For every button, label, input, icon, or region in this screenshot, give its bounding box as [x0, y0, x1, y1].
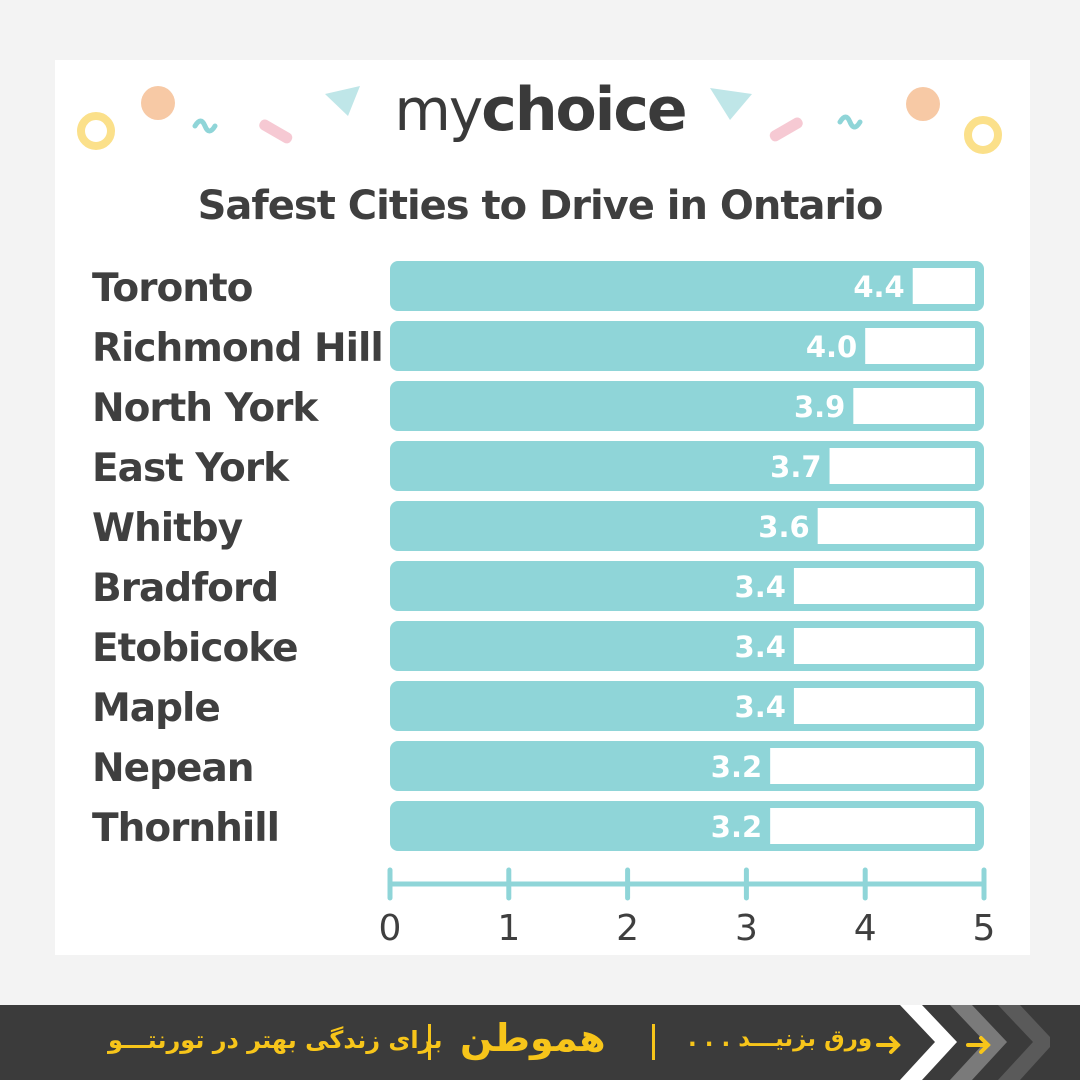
logo-part-choice: choice: [481, 75, 687, 145]
bar-value-label: 3.7: [770, 450, 821, 484]
bar-track: [390, 321, 984, 371]
bar-remainder: [793, 628, 975, 664]
category-label: Maple: [92, 686, 220, 731]
x-tick-label: 1: [497, 908, 520, 949]
bar-remainder: [770, 748, 975, 784]
category-label: Bradford: [92, 566, 278, 611]
bar-remainder: [853, 388, 975, 424]
bar-remainder: [829, 448, 975, 484]
logo-part-my: my: [394, 76, 483, 144]
bar-remainder: [793, 568, 975, 604]
bar-value-label: 3.6: [758, 510, 809, 544]
category-label: Thornhill: [92, 806, 279, 851]
x-tick-label: 0: [379, 908, 402, 949]
bar-remainder: [817, 508, 975, 544]
x-tick-label: 2: [616, 908, 639, 949]
x-tick-label: 4: [854, 908, 877, 949]
bar-track: [390, 381, 984, 431]
mychoice-logo: mychoice: [0, 75, 1080, 145]
bar-track: [390, 261, 984, 311]
chart-title: Safest Cities to Drive in Ontario: [197, 183, 884, 229]
footer-divider: [652, 1024, 655, 1060]
bar-remainder: [793, 688, 975, 724]
bar-value-label: 4.4: [853, 270, 904, 304]
bar-value-label: 3.2: [711, 810, 762, 844]
bar-value-label: 3.2: [711, 750, 762, 784]
bar-value-label: 3.4: [735, 570, 786, 604]
footer-logo: هموطن: [460, 1016, 606, 1060]
footer-bar: [0, 1005, 1080, 1080]
category-label: Nepean: [92, 746, 254, 791]
category-label: East York: [92, 446, 290, 491]
bar-remainder: [770, 808, 975, 844]
bar-value-label: 4.0: [806, 330, 857, 364]
x-tick-label: 3: [735, 908, 758, 949]
bar-value-label: 3.9: [794, 390, 845, 424]
bar-value-label: 3.4: [735, 690, 786, 724]
bar-remainder: [865, 328, 975, 364]
swipe-hint[interactable]: ورق بزنیـــد . . .: [688, 1026, 873, 1052]
next-arrow-icon[interactable]: [860, 1005, 1050, 1080]
category-label: Richmond Hill: [92, 326, 383, 371]
footer-tagline: برای زندگی بهتر در تورنتـــو: [108, 1026, 443, 1054]
bar-remainder: [912, 268, 975, 304]
bar-chart: 4.4 Toronto 4.0 Richmond Hill 3.9 North York 3…: [92, 261, 996, 949]
footer-divider: [428, 1024, 431, 1060]
category-label: Etobicoke: [92, 626, 298, 671]
x-tick-label: 5: [973, 908, 996, 949]
bar-value-label: 3.4: [735, 630, 786, 664]
category-label: North York: [92, 386, 319, 431]
category-label: Whitby: [92, 506, 243, 551]
category-label: Toronto: [92, 266, 253, 311]
